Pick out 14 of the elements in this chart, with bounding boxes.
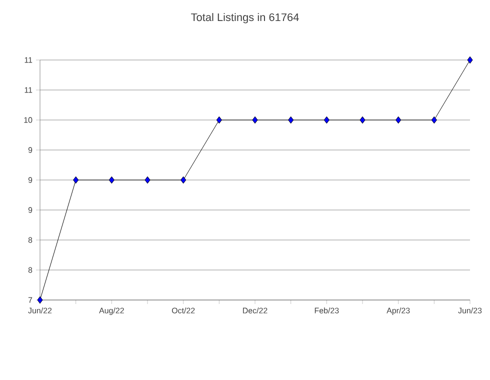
point: [288, 116, 294, 124]
point: [144, 176, 150, 184]
point: [360, 116, 366, 124]
point: [216, 116, 222, 124]
point: [252, 116, 258, 124]
point: [73, 176, 79, 184]
chart-title: Total Listings in 61764: [191, 13, 299, 24]
point: [467, 56, 473, 64]
point: [396, 116, 402, 124]
point: [324, 116, 330, 124]
point: [180, 176, 186, 184]
point: [108, 176, 114, 184]
point: [37, 296, 43, 304]
point: [431, 116, 437, 124]
